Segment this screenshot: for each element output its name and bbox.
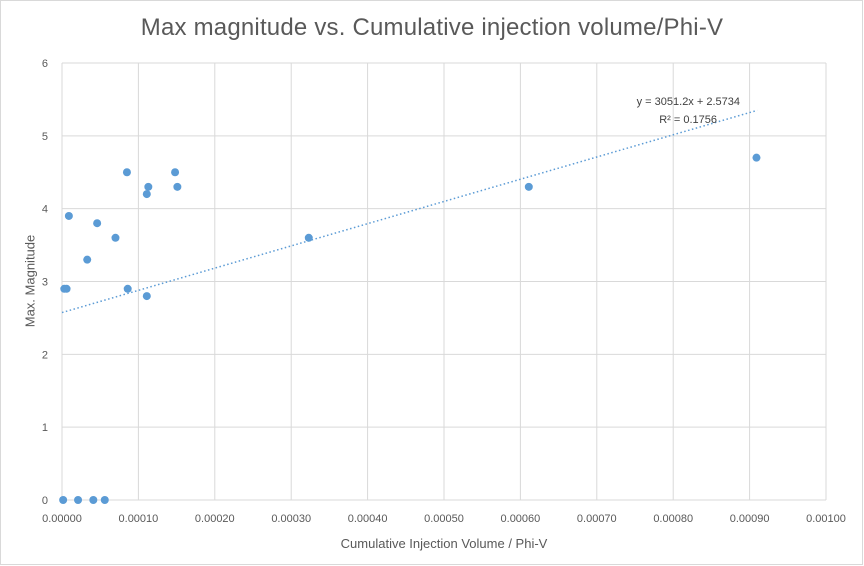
- trendline-r-squared: R² = 0.1756: [659, 114, 717, 126]
- data-point: [74, 496, 83, 504]
- x-tick-label: 0.00100: [806, 513, 846, 525]
- data-point: [59, 496, 68, 504]
- data-point: [144, 182, 153, 191]
- x-tick-label: 0.00070: [577, 513, 617, 525]
- data-point: [752, 153, 761, 162]
- x-tick-label: 0.00090: [730, 513, 770, 525]
- trendline-equation: y = 3051.2x + 2.5734: [636, 96, 740, 108]
- x-tick-label: 0.00000: [42, 513, 82, 525]
- data-point: [304, 233, 313, 242]
- data-point: [142, 190, 151, 199]
- y-tick-label: 2: [42, 349, 48, 361]
- data-point: [89, 496, 98, 504]
- x-axis-title: Cumulative Injection Volume / Phi-V: [340, 536, 548, 551]
- data-point: [123, 284, 132, 293]
- x-tick-label: 0.00010: [119, 513, 159, 525]
- y-tick-label: 5: [42, 131, 48, 143]
- data-point: [122, 168, 131, 177]
- data-point: [62, 284, 71, 293]
- x-tick-label: 0.00060: [501, 513, 541, 525]
- y-tick-label: 4: [42, 204, 48, 216]
- y-axis-title: Max. Magnitude: [22, 234, 38, 328]
- data-point: [173, 182, 182, 191]
- x-tick-label: 0.00040: [348, 513, 388, 525]
- data-point: [111, 233, 120, 242]
- trendline: [61, 109, 758, 314]
- x-tick-label: 0.00050: [424, 513, 464, 525]
- x-tick-label: 0.00080: [653, 513, 693, 525]
- data-point: [171, 168, 180, 177]
- y-tick-label: 1: [42, 422, 48, 434]
- data-point: [524, 182, 533, 191]
- data-point: [83, 255, 92, 264]
- data-point: [100, 496, 109, 504]
- y-tick-label: 6: [42, 58, 48, 70]
- data-point: [142, 292, 151, 301]
- data-point: [64, 211, 73, 220]
- x-tick-label: 0.00020: [195, 513, 235, 525]
- data-point: [93, 219, 102, 228]
- y-tick-label: 3: [42, 277, 48, 289]
- chart-title: Max magnitude vs. Cumulative injection v…: [140, 14, 724, 41]
- x-tick-label: 0.00030: [271, 513, 311, 525]
- y-tick-label: 0: [42, 495, 48, 507]
